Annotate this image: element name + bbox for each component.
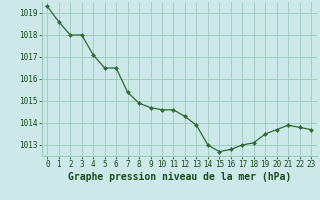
X-axis label: Graphe pression niveau de la mer (hPa): Graphe pression niveau de la mer (hPa) <box>68 172 291 182</box>
